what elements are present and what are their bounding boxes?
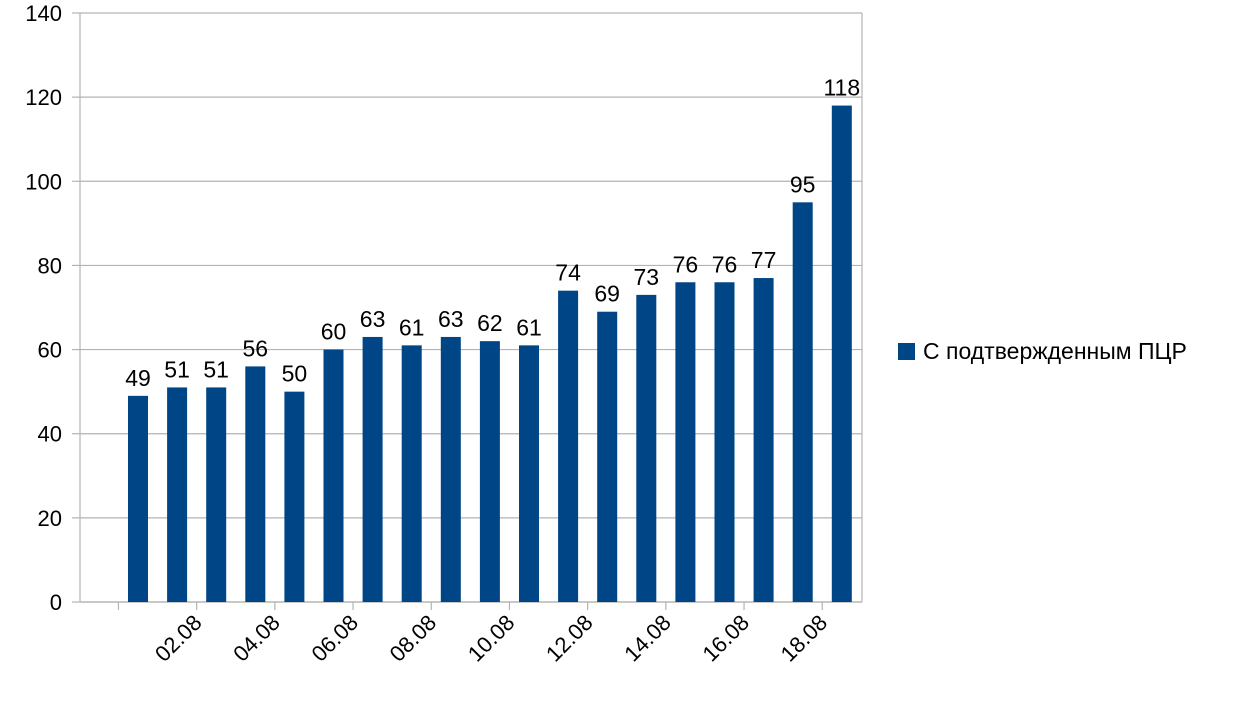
bar — [675, 282, 696, 602]
bar — [558, 290, 579, 602]
y-tick-label: 100 — [25, 169, 62, 194]
data-label: 74 — [555, 260, 581, 286]
bar — [440, 336, 461, 602]
bar — [597, 311, 618, 602]
y-tick-label: 20 — [38, 506, 62, 531]
bar — [753, 278, 774, 602]
y-tick-label: 60 — [38, 338, 62, 363]
x-tick-label: 12.08 — [541, 610, 598, 667]
x-tick-label: 04.08 — [228, 610, 285, 667]
data-label: 50 — [282, 361, 308, 387]
bar — [479, 341, 500, 602]
data-label: 69 — [594, 281, 620, 307]
bar — [831, 105, 852, 603]
bar — [206, 387, 227, 602]
bar — [792, 202, 813, 603]
data-label: 95 — [790, 171, 816, 197]
bar — [714, 282, 735, 602]
legend-label: С подтвержденным ПЦР — [923, 338, 1187, 364]
bar — [284, 391, 305, 602]
bar — [636, 294, 657, 602]
data-label: 76 — [673, 251, 699, 277]
data-label: 77 — [751, 247, 777, 273]
data-label: 61 — [516, 314, 542, 340]
bar — [401, 345, 422, 602]
bar — [519, 345, 539, 602]
x-tick-label: 02.08 — [150, 610, 207, 667]
data-label: 63 — [438, 306, 464, 332]
data-label: 76 — [712, 251, 738, 277]
bar — [167, 387, 188, 602]
y-tick-label: 120 — [25, 85, 62, 110]
legend: С подтвержденным ПЦР — [898, 338, 1187, 365]
data-label: 51 — [203, 356, 229, 382]
data-label: 61 — [399, 314, 425, 340]
y-tick-label: 0 — [50, 590, 62, 615]
x-tick-label: 06.08 — [306, 610, 363, 667]
data-label: 56 — [243, 335, 269, 361]
bar — [323, 349, 344, 602]
data-label: 63 — [360, 306, 386, 332]
legend-swatch — [898, 343, 915, 360]
x-tick-label: 10.08 — [463, 610, 520, 667]
data-label: 118 — [823, 75, 860, 101]
x-tick-label: 18.08 — [776, 610, 833, 667]
bar — [245, 366, 266, 602]
data-label: 62 — [477, 310, 503, 336]
y-tick-label: 140 — [25, 1, 62, 26]
data-label: 51 — [164, 356, 190, 382]
x-tick-label: 16.08 — [697, 610, 754, 667]
bar — [362, 336, 383, 602]
bar — [128, 395, 148, 602]
y-tick-label: 80 — [38, 253, 62, 278]
x-tick-label: 08.08 — [385, 610, 442, 667]
data-label: 60 — [321, 319, 347, 345]
x-tick-label: 14.08 — [619, 610, 676, 667]
y-tick-label: 40 — [38, 422, 62, 447]
data-label: 49 — [125, 365, 151, 391]
data-label: 73 — [634, 264, 660, 290]
